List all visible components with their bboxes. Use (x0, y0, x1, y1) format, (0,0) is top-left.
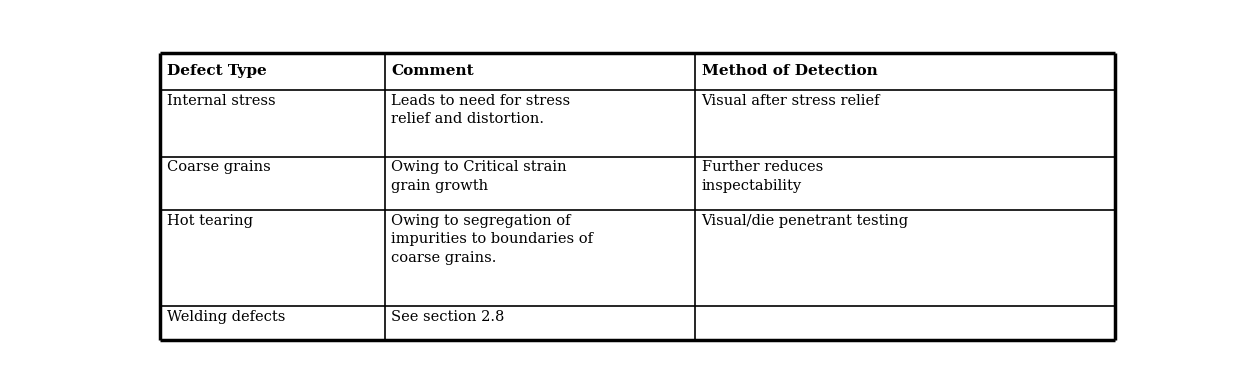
Text: Internal stress: Internal stress (167, 94, 276, 108)
Text: Method of Detection: Method of Detection (702, 64, 877, 78)
Text: Owing to segregation of
impurities to boundaries of
coarse grains.: Owing to segregation of impurities to bo… (392, 214, 593, 265)
Text: Hot tearing: Hot tearing (167, 214, 253, 228)
Text: See section 2.8: See section 2.8 (392, 310, 505, 324)
Text: Welding defects: Welding defects (167, 310, 285, 324)
Text: Further reduces
inspectability: Further reduces inspectability (702, 160, 822, 193)
Text: Leads to need for stress
relief and distortion.: Leads to need for stress relief and dist… (392, 94, 571, 126)
Text: Comment: Comment (392, 64, 474, 78)
Text: Visual/die penetrant testing: Visual/die penetrant testing (702, 214, 908, 228)
Text: Defect Type: Defect Type (167, 64, 266, 78)
Text: Visual after stress relief: Visual after stress relief (702, 94, 880, 108)
Text: Owing to Critical strain
grain growth: Owing to Critical strain grain growth (392, 160, 567, 193)
Text: Coarse grains: Coarse grains (167, 160, 271, 174)
